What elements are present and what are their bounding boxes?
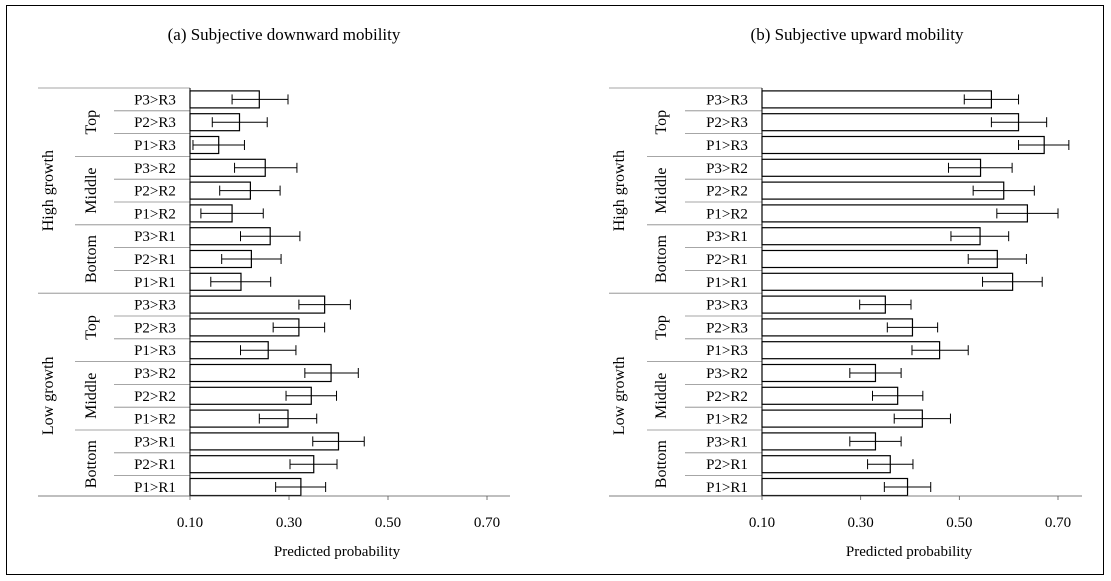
category-label: P1>R1	[134, 480, 176, 496]
subgroup-label: Bottom	[653, 234, 670, 283]
category-label: P3>R1	[134, 434, 176, 450]
category-label: P2>R3	[134, 115, 176, 131]
category-label: P3>R2	[706, 366, 748, 382]
category-label: P1>R3	[134, 138, 176, 154]
category-label: P3>R2	[134, 366, 176, 382]
category-label: P1>R2	[134, 412, 176, 428]
panel-title: (b) Subjective upward mobility	[751, 25, 964, 44]
x-tick-label: 0.50	[946, 515, 972, 531]
x-tick-label: 0.30	[848, 515, 874, 531]
subgroup-label: Top	[83, 315, 100, 340]
group-label: High growth	[611, 150, 628, 231]
subgroup-label: Middle	[653, 373, 670, 419]
category-label: P3>R3	[134, 92, 176, 108]
category-label: P1>R1	[706, 275, 748, 291]
category-label: P3>R1	[706, 229, 748, 245]
panel-a: (a) Subjective downward mobility P3>R3 P2>…	[38, 25, 510, 560]
bar	[761, 272, 1014, 291]
category-label: P1>R3	[706, 138, 748, 154]
subgroup-label: Middle	[83, 167, 100, 213]
category-label: P1>R2	[134, 206, 176, 222]
x-axis-label: Predicted probability	[274, 544, 401, 560]
x-axis-label: Predicted probability	[846, 544, 973, 560]
subgroup-label: Top	[653, 110, 670, 135]
category-label: P2>R2	[706, 389, 748, 405]
category-label: P3>R3	[134, 298, 176, 314]
x-tick-label: 0.70	[474, 515, 500, 531]
category-label: P3>R3	[706, 92, 748, 108]
category-label: P3>R2	[134, 161, 176, 177]
subgroup-label: Bottom	[653, 440, 670, 489]
x-tick-label: 0.30	[276, 515, 302, 531]
bar	[761, 158, 982, 177]
category-label: P2>R3	[134, 320, 176, 336]
bar	[761, 227, 981, 246]
bar	[761, 135, 1045, 155]
chart-canvas: (a) Subjective downward mobility P3>R3 P2>…	[38, 25, 1082, 560]
category-label: P2>R3	[706, 320, 748, 336]
x-tick-label: 0.10	[749, 515, 775, 531]
category-label: P1>R2	[706, 412, 748, 428]
category-label: P2>R2	[706, 184, 748, 200]
x-tick-label: 0.70	[1045, 515, 1071, 531]
group-label: High growth	[40, 150, 57, 231]
subgroup-label: Top	[653, 315, 670, 340]
bar	[761, 90, 992, 109]
category-label: P1>R1	[706, 480, 748, 496]
category-label: P1>R3	[706, 343, 748, 359]
category-label: P1>R3	[134, 343, 176, 359]
bar	[761, 249, 998, 269]
category-label: P1>R2	[706, 206, 748, 222]
category-label: P2>R1	[134, 252, 176, 268]
category-label: P2>R2	[134, 184, 176, 200]
panel-title: (a) Subjective downward mobility	[168, 25, 401, 44]
x-tick-label: 0.10	[177, 515, 203, 531]
subgroup-label: Top	[83, 110, 100, 135]
subgroup-label: Bottom	[83, 234, 100, 283]
category-label: P1>R1	[134, 275, 176, 291]
category-label: P3>R2	[706, 161, 748, 177]
category-label: P3>R1	[134, 229, 176, 245]
x-tick-label: 0.50	[375, 515, 401, 531]
bar	[761, 113, 1020, 132]
category-label: P3>R3	[706, 298, 748, 314]
subgroup-label: Bottom	[83, 440, 100, 489]
figure-frame: (a) Subjective downward mobility P3>R3 P2>…	[6, 5, 1104, 575]
panel-b: (b) Subjective upward mobility P3>R3 P2>R3…	[609, 25, 1082, 560]
category-label: P2>R1	[706, 457, 748, 473]
group-label: Low growth	[40, 356, 57, 435]
bar	[761, 181, 1005, 200]
bar	[761, 204, 1029, 223]
category-label: P3>R1	[706, 434, 748, 450]
subgroup-label: Middle	[653, 167, 670, 213]
subgroup-label: Middle	[83, 373, 100, 419]
category-label: P2>R3	[706, 115, 748, 131]
category-label: P2>R1	[706, 252, 748, 268]
category-label: P2>R1	[134, 457, 176, 473]
category-label: P2>R2	[134, 389, 176, 405]
group-label: Low growth	[611, 356, 628, 435]
